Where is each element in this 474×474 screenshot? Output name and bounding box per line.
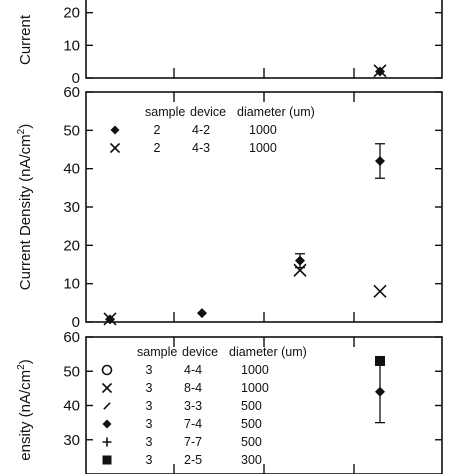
- legend-diameter: 1000: [241, 381, 269, 395]
- data-point-diamond-0-3: [375, 156, 385, 166]
- legend-sample: 3: [146, 399, 153, 413]
- data-point-diamond-0-1: [197, 308, 207, 319]
- legend-device: 4-4: [184, 363, 202, 377]
- legend-diameter: 300: [241, 453, 262, 467]
- legend-header: device: [182, 345, 218, 359]
- y-tick-label: 10: [63, 276, 80, 293]
- legend-diameter: 1000: [249, 123, 277, 137]
- y-axis-label: ensity (nA/cm2): [16, 359, 34, 460]
- legend-sample: 3: [146, 381, 153, 395]
- y-axis-label: Current Density (nA/cm2): [16, 124, 34, 290]
- legend-diameter: 1000: [249, 141, 277, 155]
- legend-header: device: [190, 105, 226, 119]
- data-point-x-1-2: [373, 284, 387, 298]
- y-tick-label: 20: [63, 237, 80, 254]
- legend-device: 4-3: [192, 141, 210, 155]
- data-point-circle-legend-0: [101, 364, 113, 376]
- legend-sample: 3: [146, 363, 153, 377]
- data-point-x-legend-1: [109, 142, 121, 154]
- y-axis-label: Current: [17, 14, 34, 65]
- y-tick-label: 40: [63, 161, 80, 178]
- legend: sample device diameter (um) 2 4-2 1000 2 4-3 100…: [109, 105, 315, 155]
- legend-diameter: 1000: [241, 363, 269, 377]
- y-tick-label: 60: [63, 84, 80, 101]
- data-point-x-1-1: [293, 263, 307, 277]
- y-tick-label: 30: [63, 432, 80, 449]
- legend-device: 3-3: [184, 399, 202, 413]
- y-tick-label: 60: [63, 329, 80, 346]
- legend-diameter: 500: [241, 417, 262, 431]
- legend-sample: 3: [146, 453, 153, 467]
- data-point-diamond-legend-0: [110, 125, 120, 135]
- y-tick-label: 10: [63, 37, 80, 54]
- legend-sample: 2: [154, 123, 161, 137]
- legend-device: 2-5: [184, 453, 202, 467]
- y-tick-label: 50: [63, 363, 80, 380]
- legend-header: sample: [145, 105, 185, 119]
- legend-device: 8-4: [184, 381, 202, 395]
- data-point-plus-legend-4: [102, 437, 112, 447]
- chart-panel-3: 30 40 50 60 ensity (nA/cm2) sample device diame…: [16, 329, 443, 474]
- y-tick-label: 0: [72, 314, 80, 331]
- legend-device: 7-7: [184, 435, 202, 449]
- y-tick-label: 40: [63, 398, 80, 415]
- legend-device: 7-4: [184, 417, 202, 431]
- legend-header: sample: [137, 345, 177, 359]
- data-point-square-1-0: [375, 355, 385, 366]
- chart-panel-1: 0 10 20 Current: [17, 0, 443, 87]
- legend-device: 4-2: [192, 123, 210, 137]
- legend: sample device diameter (um) 3 4-4 1000 3 8-4 100…: [101, 345, 307, 467]
- data-point-diamond-0-2: [295, 255, 305, 266]
- y-tick-label: 20: [63, 5, 80, 22]
- data-point-square-legend-5: [102, 455, 112, 465]
- data-point-x-1-0: [103, 312, 117, 326]
- data-point-slash-legend-2: [103, 402, 111, 410]
- legend-sample: 3: [146, 417, 153, 431]
- plot-frame: [85, 0, 443, 79]
- legend-diameter: 500: [241, 435, 262, 449]
- y-tick-label: 0: [72, 70, 80, 87]
- legend-diameter: 500: [241, 399, 262, 413]
- data-point-diamond-1-0: [375, 66, 385, 77]
- legend-header: diameter (um): [237, 105, 315, 119]
- legend-sample: 3: [146, 435, 153, 449]
- y-tick-label: 50: [63, 122, 80, 139]
- legend-sample: 2: [154, 141, 161, 155]
- data-point-diamond-legend-3: [102, 419, 112, 429]
- data-point-diamond-0-0: [375, 386, 385, 397]
- chart-panel-2: 0 10 20 30 40 50 60 Current Density (nA/cm2) sam…: [16, 84, 443, 331]
- legend-header: diameter (um): [229, 345, 307, 359]
- data-point-x-legend-1: [101, 382, 113, 394]
- y-tick-label: 30: [63, 199, 80, 216]
